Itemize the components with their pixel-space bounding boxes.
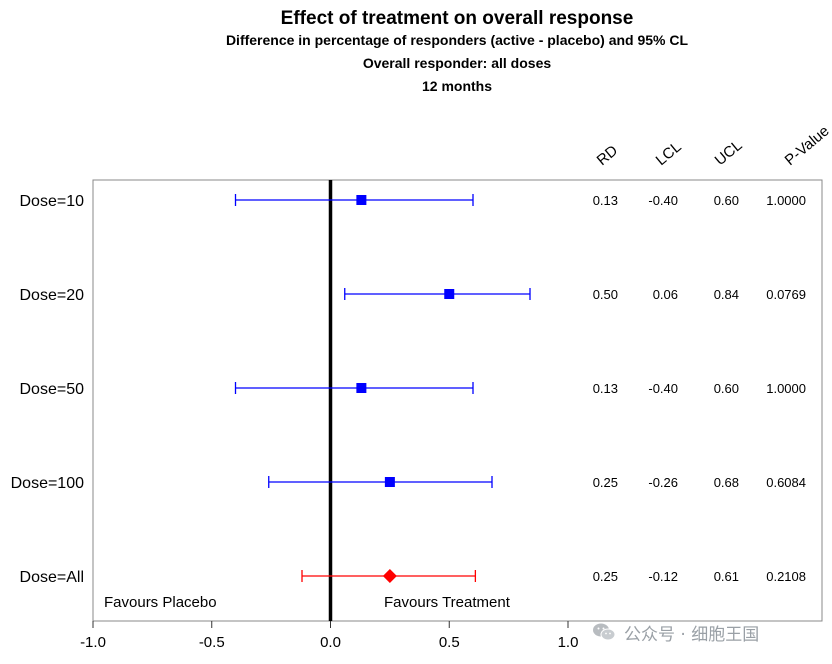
column-header: LCL (653, 138, 685, 169)
watermark: 公众号 · 细胞王国 (592, 618, 759, 646)
point-estimate-square (384, 477, 395, 487)
lcl-value: -0.40 (648, 193, 678, 208)
lcl-value: -0.40 (648, 381, 678, 396)
row-label: Dose=All (20, 569, 84, 586)
p-value: 1.0000 (766, 381, 806, 396)
x-tick-label: -0.5 (199, 634, 225, 651)
row-label: Dose=20 (20, 287, 85, 304)
p-value: 0.2108 (766, 569, 806, 584)
rd-value: 0.13 (593, 381, 618, 396)
rd-value: 0.13 (593, 193, 618, 208)
lcl-value: 0.06 (653, 287, 678, 302)
row-label: Dose=100 (11, 475, 84, 492)
x-tick-label: 0.5 (439, 634, 460, 651)
x-tick-label: -1.0 (80, 634, 106, 651)
point-estimate-square (444, 289, 455, 299)
ucl-value: 0.68 (714, 475, 739, 490)
row-label: Dose=10 (20, 193, 85, 210)
x-tick-label: 0.0 (320, 634, 341, 651)
annotation-favours-placebo: Favours Placebo (104, 594, 217, 611)
ucl-value: 0.60 (714, 193, 739, 208)
column-header: UCL (712, 137, 746, 169)
p-value: 0.6084 (766, 475, 806, 490)
ucl-value: 0.61 (714, 569, 739, 584)
p-value: 1.0000 (766, 193, 806, 208)
point-estimate-diamond (382, 569, 397, 583)
chart-subtitle: Overall responder: all doses (363, 55, 552, 71)
point-estimate-square (356, 383, 367, 393)
rd-value: 0.25 (593, 475, 618, 490)
lcl-value: -0.26 (648, 475, 678, 490)
lcl-value: -0.12 (648, 569, 678, 584)
chart-title: Effect of treatment on overall response (281, 8, 634, 29)
plot-frame (92, 179, 823, 622)
ucl-value: 0.84 (714, 287, 739, 302)
column-header: RD (594, 142, 622, 169)
rd-value: 0.25 (593, 569, 618, 584)
x-tick-label: 1.0 (558, 634, 579, 651)
chart-subtitle: Difference in percentage of responders (… (226, 32, 689, 48)
annotation-favours-treatment: Favours Treatment (384, 594, 511, 611)
column-header: P-Value (782, 122, 832, 169)
p-value: 0.0769 (766, 287, 806, 302)
ucl-value: 0.60 (714, 381, 739, 396)
point-estimate-square (356, 195, 367, 205)
wechat-icon (593, 623, 616, 641)
chart-subtitle: 12 months (422, 78, 492, 94)
rd-value: 0.50 (593, 287, 618, 302)
watermark-text: 公众号 · 细胞王国 (624, 624, 760, 645)
row-label: Dose=50 (20, 381, 85, 398)
